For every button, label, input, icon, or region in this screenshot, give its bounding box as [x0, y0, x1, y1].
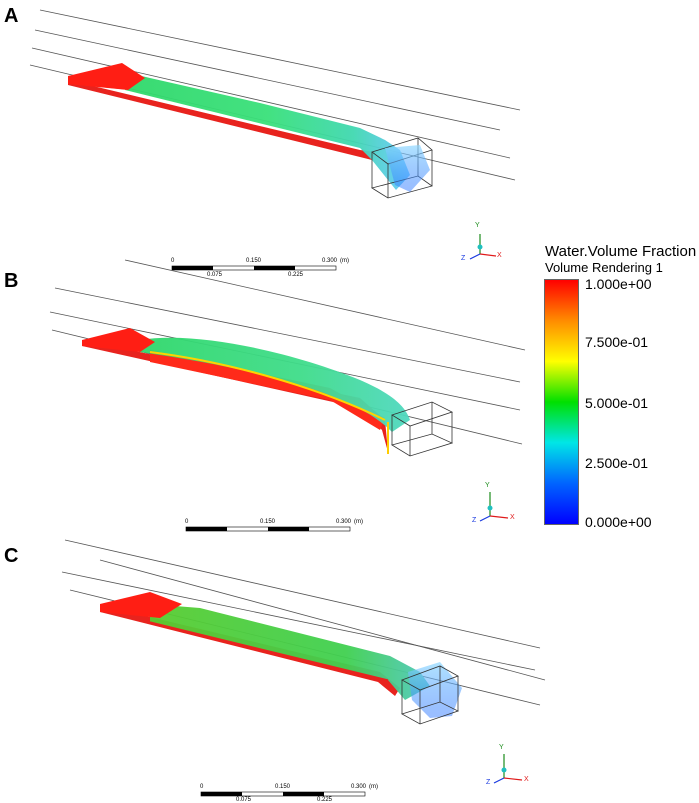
axis-a-z: Z — [461, 255, 466, 262]
scale-a-unit: (m) — [340, 258, 349, 264]
legend-tick-max: 1.000e+00 — [585, 276, 652, 292]
axis-b-z: Z — [472, 517, 477, 524]
legend-tick-050: 5.000e-01 — [585, 395, 649, 411]
scale-b-label-0: 0 — [185, 519, 189, 525]
panel-label-c: C — [4, 545, 19, 567]
legend-tick-075: 7.500e-01 — [585, 334, 649, 350]
panel-b-render — [49, 259, 526, 532]
scale-b-label-300: 0.300 — [336, 519, 352, 525]
legend-title: Water.Volume Fraction — [545, 243, 697, 260]
legend-subtitle: Volume Rendering 1 — [545, 260, 663, 275]
legend-tick-025: 2.500e-01 — [585, 455, 649, 471]
axis-a-x: X — [497, 252, 502, 259]
axis-c-y: Y — [499, 744, 504, 751]
scale-a-label-075: 0.075 — [207, 272, 223, 278]
panel-c-render — [61, 539, 546, 797]
scale-c-label-150: 0.150 — [275, 784, 291, 790]
scale-c-label-225: 0.225 — [317, 797, 333, 803]
legend-tick-min: 0.000e+00 — [585, 514, 652, 530]
scale-c-label-0: 0 — [200, 784, 204, 790]
scale-b-unit: (m) — [354, 519, 363, 525]
scale-a-label-150: 0.150 — [246, 258, 262, 264]
panel-label-a: A — [4, 5, 19, 27]
scale-a-label-300: 0.300 — [322, 258, 338, 264]
axis-b-y: Y — [485, 482, 490, 489]
scale-c-label-300: 0.300 — [351, 784, 367, 790]
scale-c-unit: (m) — [369, 784, 378, 790]
axis-c-z: Z — [486, 779, 491, 786]
scale-a-label-0: 0 — [171, 258, 175, 264]
scale-a-label-225: 0.225 — [288, 272, 304, 278]
axis-b-x: X — [510, 514, 515, 521]
axis-c-x: X — [524, 776, 529, 783]
colormap-bar — [544, 279, 579, 525]
scale-c-label-075: 0.075 — [236, 797, 252, 803]
panel-label-b: B — [4, 270, 19, 292]
axis-a-y: Y — [475, 222, 480, 229]
scale-b-label-150: 0.150 — [260, 519, 276, 525]
panel-a-render — [29, 9, 521, 271]
